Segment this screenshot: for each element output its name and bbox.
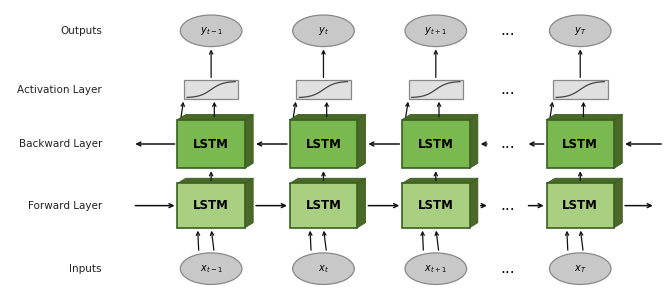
- Polygon shape: [546, 114, 622, 120]
- Ellipse shape: [181, 253, 242, 285]
- Text: ...: ...: [501, 261, 515, 276]
- Text: $x_{t-1}$: $x_{t-1}$: [200, 263, 222, 274]
- Text: LSTM: LSTM: [193, 199, 229, 212]
- FancyBboxPatch shape: [184, 80, 238, 99]
- FancyBboxPatch shape: [290, 120, 357, 168]
- Ellipse shape: [405, 253, 467, 285]
- FancyBboxPatch shape: [546, 120, 614, 168]
- Text: LSTM: LSTM: [305, 137, 341, 151]
- Polygon shape: [290, 114, 365, 120]
- Polygon shape: [546, 178, 622, 183]
- Polygon shape: [402, 114, 478, 120]
- Text: LSTM: LSTM: [418, 199, 454, 212]
- Text: LSTM: LSTM: [562, 199, 598, 212]
- Ellipse shape: [549, 15, 611, 47]
- FancyBboxPatch shape: [546, 183, 614, 228]
- Polygon shape: [245, 178, 253, 228]
- Text: Outputs: Outputs: [60, 26, 102, 36]
- Polygon shape: [357, 114, 365, 168]
- Text: LSTM: LSTM: [193, 137, 229, 151]
- Polygon shape: [357, 178, 365, 228]
- Ellipse shape: [293, 15, 355, 47]
- Ellipse shape: [549, 253, 611, 285]
- Text: $x_{t}$: $x_{t}$: [318, 263, 329, 274]
- Text: ...: ...: [501, 82, 515, 97]
- Text: $y_{T}$: $y_{T}$: [574, 25, 586, 37]
- Ellipse shape: [293, 253, 355, 285]
- FancyBboxPatch shape: [290, 183, 357, 228]
- Polygon shape: [177, 178, 253, 183]
- FancyBboxPatch shape: [177, 183, 245, 228]
- Text: $x_{T}$: $x_{T}$: [574, 263, 586, 274]
- Text: ...: ...: [501, 23, 515, 38]
- Text: $y_{t+1}$: $y_{t+1}$: [424, 25, 447, 37]
- Text: $x_{t+1}$: $x_{t+1}$: [424, 263, 447, 274]
- Text: $y_{t}$: $y_{t}$: [318, 25, 329, 37]
- Polygon shape: [402, 178, 478, 183]
- Text: Activation Layer: Activation Layer: [17, 85, 102, 94]
- Polygon shape: [245, 114, 253, 168]
- FancyBboxPatch shape: [402, 120, 469, 168]
- FancyBboxPatch shape: [402, 183, 469, 228]
- Polygon shape: [290, 178, 365, 183]
- FancyBboxPatch shape: [296, 80, 351, 99]
- Text: LSTM: LSTM: [305, 199, 341, 212]
- FancyBboxPatch shape: [553, 80, 608, 99]
- Text: Inputs: Inputs: [70, 264, 102, 274]
- Polygon shape: [177, 114, 253, 120]
- Text: LSTM: LSTM: [562, 137, 598, 151]
- Ellipse shape: [181, 15, 242, 47]
- Text: ...: ...: [501, 137, 515, 151]
- Text: Backward Layer: Backward Layer: [19, 139, 102, 149]
- Polygon shape: [469, 178, 478, 228]
- Polygon shape: [469, 114, 478, 168]
- FancyBboxPatch shape: [177, 120, 245, 168]
- Text: Forward Layer: Forward Layer: [28, 201, 102, 211]
- Polygon shape: [614, 114, 622, 168]
- Polygon shape: [614, 178, 622, 228]
- Text: LSTM: LSTM: [418, 137, 454, 151]
- FancyBboxPatch shape: [408, 80, 463, 99]
- Text: ...: ...: [501, 198, 515, 213]
- Ellipse shape: [405, 15, 467, 47]
- Text: $y_{t-1}$: $y_{t-1}$: [200, 25, 222, 37]
